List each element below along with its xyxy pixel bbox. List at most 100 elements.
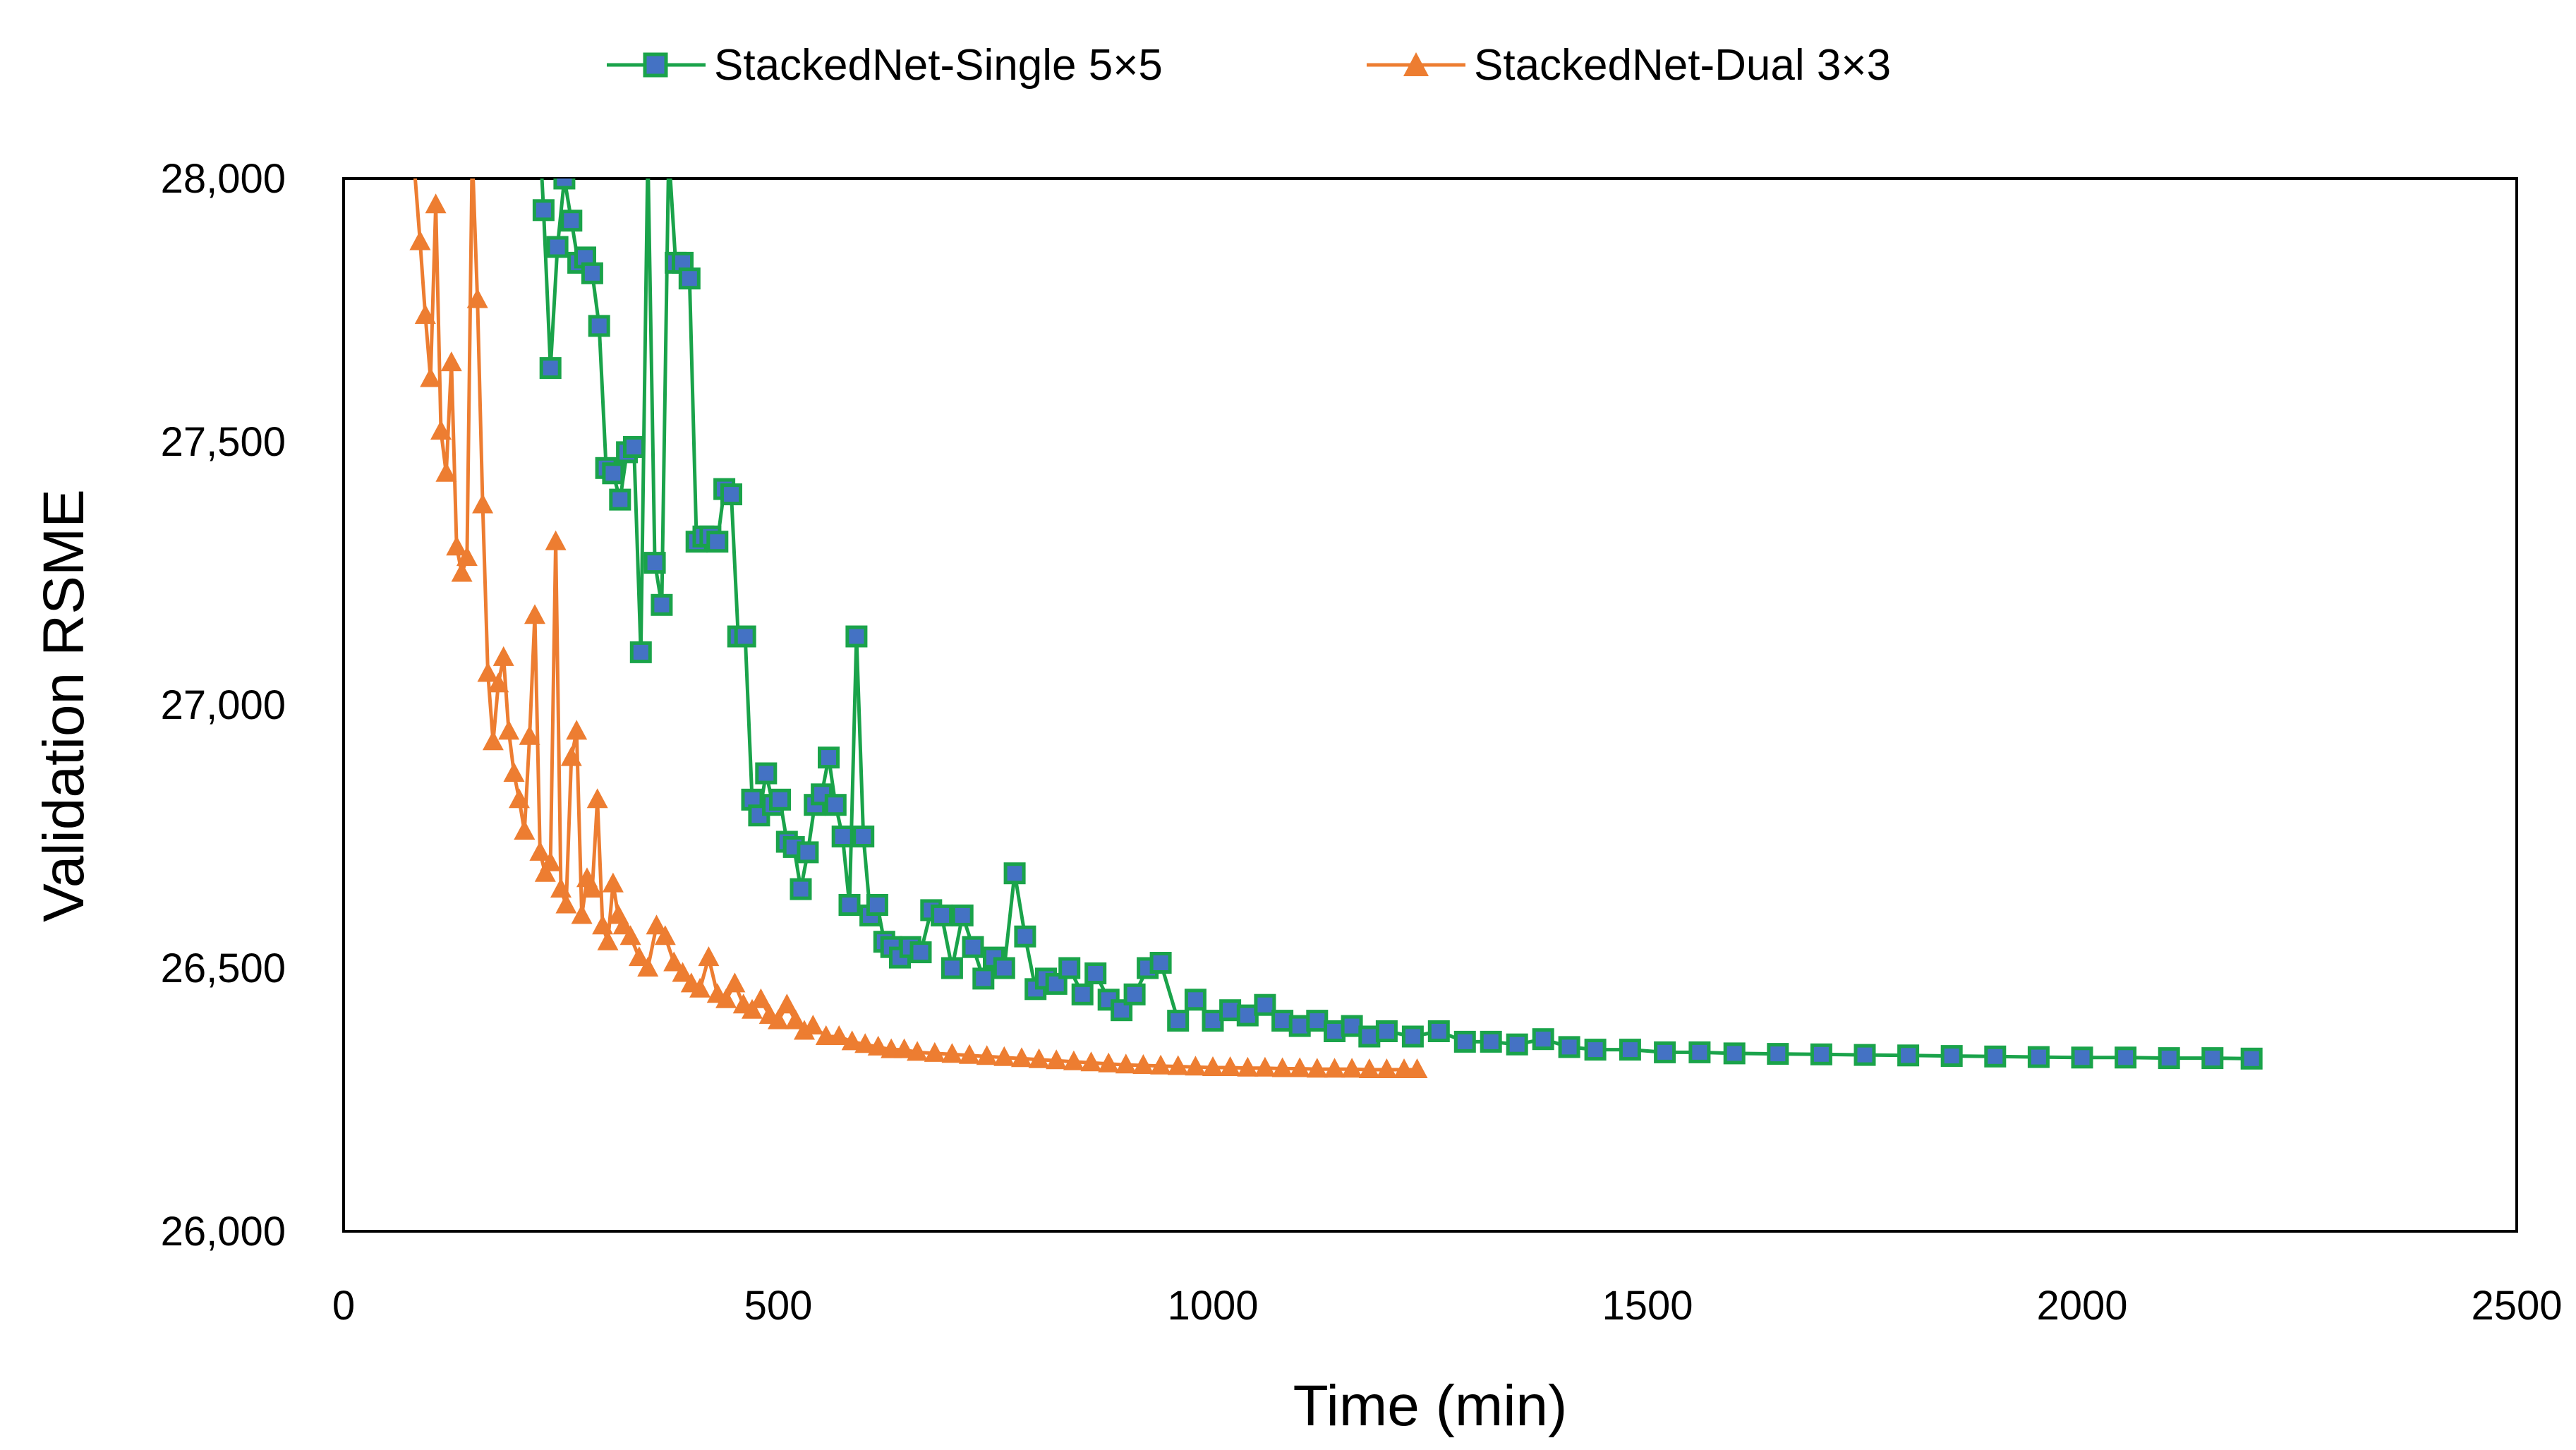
data-point	[1014, 925, 1036, 948]
data-point	[734, 625, 756, 648]
data-point	[654, 925, 676, 945]
y-tick-label: 26,500	[161, 945, 286, 991]
data-point	[845, 625, 868, 648]
x-tick-label: 2500	[2471, 1283, 2562, 1329]
data-point	[1306, 1058, 1328, 1078]
data-point	[785, 1009, 806, 1029]
x-tick-label: 500	[744, 1283, 813, 1329]
legend-marker-dual	[1403, 52, 1429, 76]
data-point	[1132, 1054, 1154, 1074]
data-point	[1149, 952, 1172, 974]
data-point	[519, 725, 540, 745]
data-point	[1288, 1015, 1311, 1037]
legend-item-dual: StackedNet-Dual 3×3	[1367, 41, 1891, 90]
data-point	[425, 193, 447, 214]
data-point	[1003, 862, 1026, 885]
data-point	[962, 936, 984, 958]
data-point	[1984, 1045, 2007, 1068]
data-point	[768, 1009, 789, 1029]
data-point	[959, 1044, 980, 1064]
data-point	[1271, 1057, 1293, 1077]
data-point	[1080, 1051, 1102, 1072]
data-point	[672, 962, 694, 982]
data-point	[660, 143, 678, 162]
x-tick-label: 0	[332, 1283, 355, 1329]
data-point	[643, 552, 666, 574]
data-point	[1341, 1058, 1363, 1078]
data-point	[581, 262, 603, 284]
data-point	[498, 720, 520, 740]
data-point	[451, 562, 473, 582]
x-axis-ticks: 0 500 1000 1500 2000 2500	[332, 1283, 2563, 1329]
series-line	[413, 179, 1417, 1072]
data-point	[414, 304, 436, 324]
x-axis-title: Time (min)	[1293, 1374, 1568, 1438]
data-point	[581, 878, 603, 898]
data-point	[1185, 1056, 1207, 1076]
data-point	[1584, 1039, 1607, 1061]
data-point	[1558, 1036, 1580, 1058]
data-point	[1058, 957, 1081, 979]
data-point	[639, 143, 657, 162]
data-point	[597, 930, 619, 950]
data-point	[663, 951, 685, 972]
legend: StackedNet-Single 5×5 StackedNet-Dual 3×…	[607, 41, 1891, 90]
data-point	[2027, 1046, 2050, 1068]
data-point	[2240, 1047, 2263, 1070]
data-point	[623, 436, 645, 458]
data-point	[602, 462, 624, 485]
data-point	[560, 210, 583, 232]
data-point	[1358, 1058, 1380, 1078]
data-point	[553, 179, 576, 190]
data-point	[1375, 1020, 1398, 1042]
data-point	[1453, 1030, 1476, 1053]
data-point	[909, 941, 932, 964]
data-point	[790, 878, 812, 900]
data-point	[828, 1025, 850, 1045]
data-point	[841, 1030, 863, 1051]
legend-label-dual: StackedNet-Dual 3×3	[1474, 41, 1891, 90]
data-point	[550, 878, 572, 898]
data-point	[1254, 1056, 1276, 1077]
data-point	[742, 998, 763, 1019]
data-point	[755, 762, 778, 785]
data-point	[619, 925, 641, 945]
data-point	[1619, 1039, 1641, 1061]
data-point	[420, 367, 442, 387]
data-point	[1202, 1056, 1223, 1076]
plot-area	[342, 177, 2518, 1233]
data-point	[1654, 1041, 1676, 1063]
data-point	[720, 483, 742, 506]
data-point	[1532, 1028, 1554, 1051]
data-point	[1123, 983, 1146, 1005]
data-point	[1406, 1058, 1428, 1078]
data-point	[532, 199, 555, 222]
data-point	[1011, 1047, 1032, 1068]
data-point	[651, 593, 673, 616]
data-point	[852, 826, 875, 847]
data-point	[1427, 1020, 1450, 1042]
data-point	[646, 914, 667, 935]
data-point	[1306, 1010, 1329, 1032]
series-layer	[409, 143, 2263, 1078]
data-point	[1046, 1049, 1068, 1070]
data-point	[776, 993, 798, 1014]
data-point	[678, 267, 701, 290]
legend-label-single: StackedNet-Single 5×5	[714, 41, 1163, 90]
data-point	[1940, 1045, 1963, 1068]
data-point	[539, 357, 562, 380]
data-point	[1028, 1048, 1050, 1068]
data-point	[629, 641, 652, 663]
y-tick-label: 28,000	[161, 156, 286, 202]
data-point	[1063, 1050, 1084, 1070]
data-point	[689, 977, 711, 998]
data-point	[976, 1045, 998, 1065]
data-point	[508, 788, 530, 809]
series-single	[532, 143, 2263, 1070]
data-point	[1767, 1043, 1789, 1065]
data-point	[907, 1041, 929, 1061]
data-point	[1376, 1058, 1398, 1078]
data-point	[715, 988, 737, 1008]
data-point	[514, 820, 536, 840]
series-dual	[409, 179, 1428, 1078]
